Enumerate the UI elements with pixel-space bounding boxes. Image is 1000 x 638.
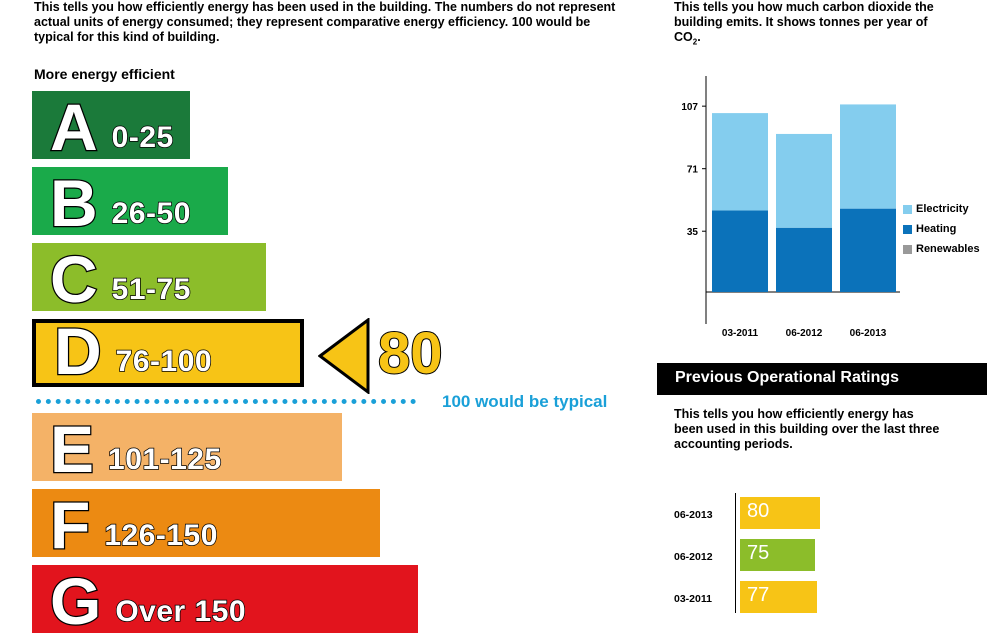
band-range: Over 150 xyxy=(115,594,247,629)
band-c: C 51-75 xyxy=(32,242,266,316)
y-tick-label: 71 xyxy=(687,165,699,176)
co2-text-line1: This tells you how much carbon dioxide t… xyxy=(674,0,934,14)
more-efficient-label: More energy efficient xyxy=(34,66,175,82)
previous-text-line3: accounting periods. xyxy=(674,437,793,451)
band-letter: C xyxy=(49,242,99,316)
legend-swatch xyxy=(903,204,912,214)
band-letter: G xyxy=(49,564,103,638)
co2-unit-label: CO2. xyxy=(674,30,701,47)
previous-text-line1: This tells you how efficiently energy ha… xyxy=(674,407,914,421)
band-letter: D xyxy=(53,314,103,388)
co2-emissions-chart: 35 71 107 03-2011 06-2012 06-2013 xyxy=(681,76,900,339)
bar-heating-03-2011 xyxy=(712,210,768,292)
current-rating-value: 80 xyxy=(377,321,444,387)
legend-label: Heating xyxy=(916,223,957,235)
history-date: 06-2013 xyxy=(674,509,713,521)
x-tick-label: 06-2013 xyxy=(850,328,887,339)
history-date: 06-2012 xyxy=(674,551,713,563)
y-tick-label: 107 xyxy=(681,102,698,113)
legend-item: Electricity xyxy=(903,203,969,215)
band-e: E 101-125 xyxy=(32,412,342,486)
co2-text-line2: building emits. It shows tonnes per year… xyxy=(674,15,928,29)
band-letter: B xyxy=(49,166,99,240)
bar-electricity-03-2011 xyxy=(712,113,768,211)
band-range: 26-50 xyxy=(111,196,191,231)
bar-heating-06-2013 xyxy=(840,208,896,292)
band-range: 0-25 xyxy=(111,120,174,155)
intro-text: This tells you how efficiently energy ha… xyxy=(34,0,616,44)
history-bar: 77 xyxy=(740,581,817,613)
y-tick-label: 35 xyxy=(687,227,699,238)
legend-label: Electricity xyxy=(916,203,969,215)
legend-label: Renewables xyxy=(916,243,980,255)
band-range: 126-150 xyxy=(104,518,219,553)
band-range: 51-75 xyxy=(111,272,191,307)
typical-label: 100 would be typical xyxy=(442,392,608,411)
typical-dotted-line xyxy=(36,399,416,404)
band-range: 76-100 xyxy=(115,344,213,379)
previous-ratings-title: Previous Operational Ratings xyxy=(657,363,987,395)
band-range: 101-125 xyxy=(107,442,222,477)
band-d: D 76-100 xyxy=(32,314,304,388)
band-f: F 126-150 xyxy=(32,488,380,562)
x-tick-label: 03-2011 xyxy=(722,328,759,339)
history-bar: 80 xyxy=(740,497,820,529)
x-tick-label: 06-2012 xyxy=(786,328,823,339)
band-g: G Over 150 xyxy=(32,564,418,638)
band-letter: A xyxy=(49,90,99,164)
current-rating-arrow-icon xyxy=(318,318,370,394)
history-axis xyxy=(735,493,736,613)
bar-electricity-06-2013 xyxy=(840,104,896,209)
previous-text-line2: been used in this building over the last… xyxy=(674,422,940,436)
legend-swatch xyxy=(903,244,912,254)
band-a: A 0-25 xyxy=(32,90,190,164)
bar-heating-06-2012 xyxy=(776,227,832,292)
legend-item: Renewables xyxy=(903,243,980,255)
band-letter: F xyxy=(49,488,92,562)
history-date: 03-2011 xyxy=(674,593,712,605)
bar-electricity-06-2012 xyxy=(776,133,832,228)
history-bar: 75 xyxy=(740,539,815,571)
legend-swatch xyxy=(903,224,912,234)
band-b: B 26-50 xyxy=(32,166,228,240)
band-letter: E xyxy=(49,412,96,486)
legend-item: Heating xyxy=(903,223,956,235)
